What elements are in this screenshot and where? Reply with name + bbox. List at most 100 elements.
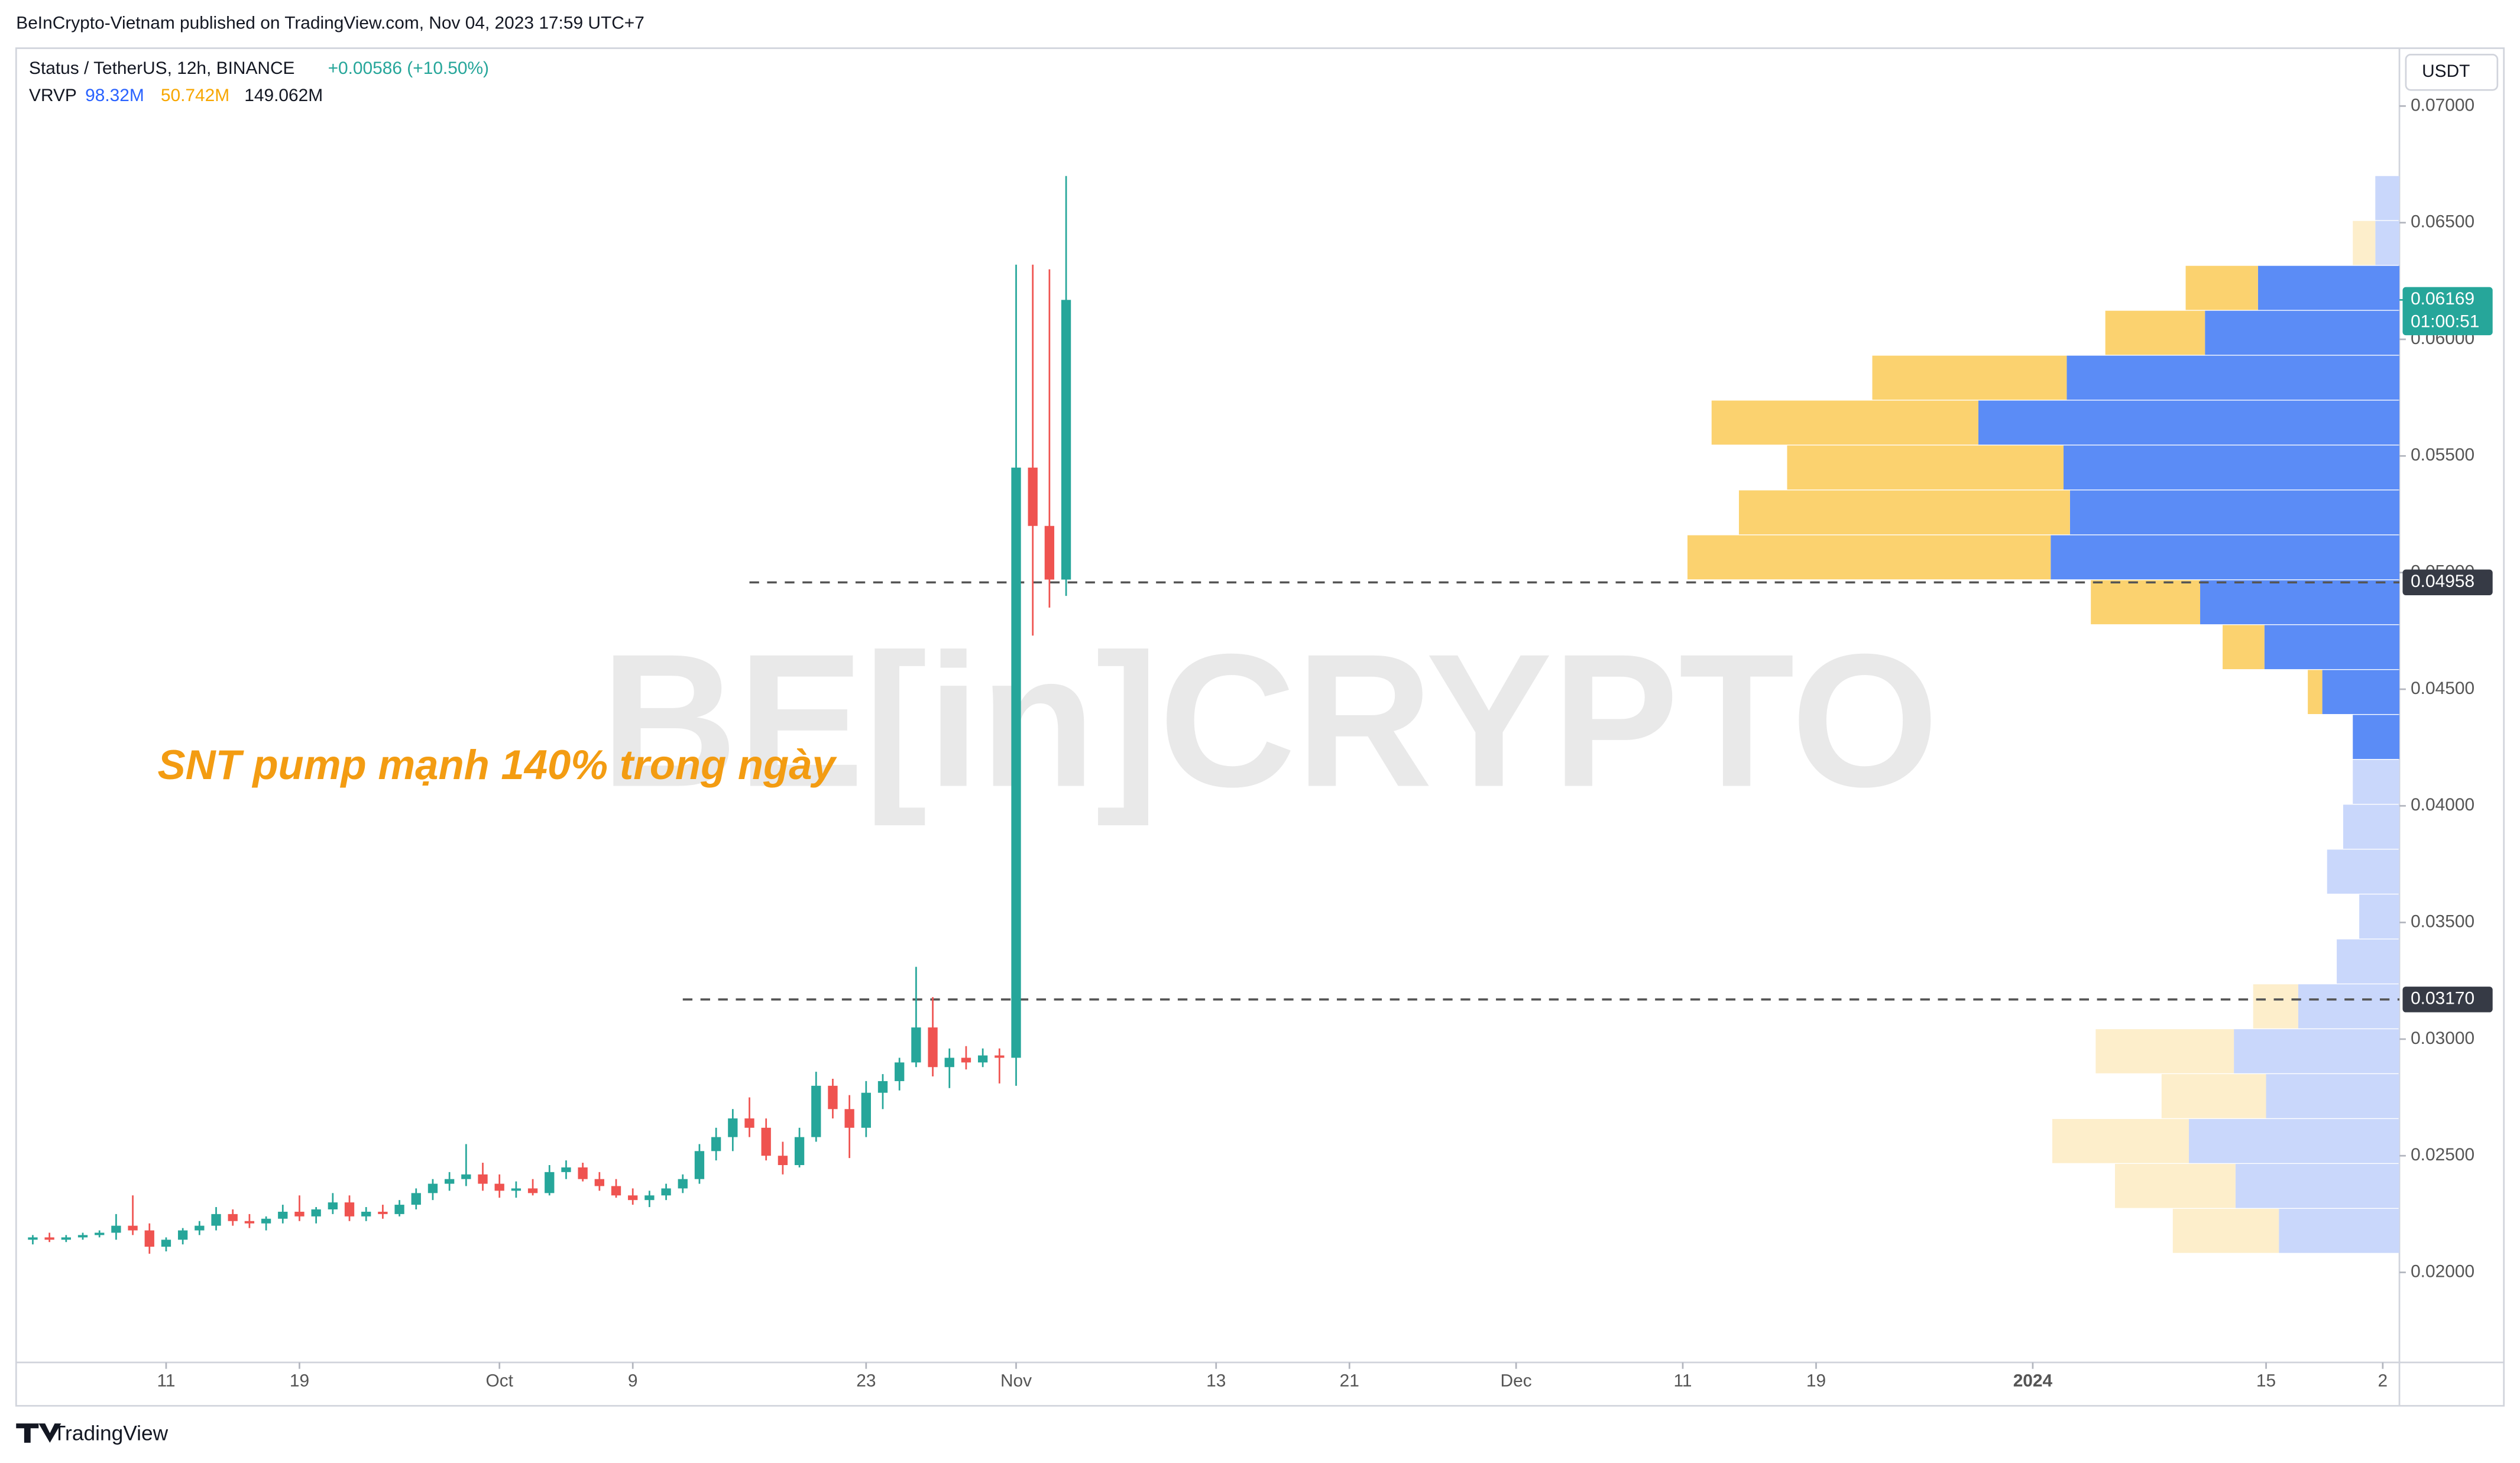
candle-body: [911, 1027, 921, 1063]
y-tick-label: 0.02000: [2411, 1261, 2474, 1281]
candle-body: [461, 1174, 471, 1179]
candle-body: [1044, 525, 1055, 580]
candle-body: [311, 1209, 321, 1217]
volume-down-bar: [2353, 220, 2376, 265]
currency-button[interactable]: [2405, 54, 2499, 91]
x-tick-label: 11: [1673, 1371, 1692, 1390]
volume-down-bar: [2185, 265, 2258, 310]
candle-body: [511, 1188, 522, 1191]
volume-up-bar: [2327, 849, 2400, 894]
candle-body: [478, 1174, 488, 1184]
volume-up-bar: [2279, 1208, 2400, 1253]
candle-body: [744, 1118, 754, 1128]
volume-down-bar: [1711, 400, 1978, 445]
last-price-tag: [2402, 287, 2493, 336]
candle-body: [578, 1167, 588, 1179]
candle-body: [995, 1055, 1005, 1058]
volume-up-bar: [2188, 1119, 2400, 1163]
candle-body: [961, 1057, 971, 1063]
volume-up-bar: [2069, 490, 2400, 535]
volume-down-bar: [2172, 1208, 2279, 1253]
candle-body: [344, 1202, 355, 1217]
volume-down-bar: [2105, 310, 2205, 355]
volume-up-bar: [2205, 310, 2400, 355]
candle-body: [895, 1062, 905, 1081]
candle-body: [61, 1237, 71, 1240]
x-tick-label: 11: [157, 1371, 175, 1390]
candle-body: [394, 1205, 404, 1214]
candle-body: [861, 1092, 871, 1128]
x-tick-label: 15: [2256, 1371, 2276, 1390]
volume-up-bar: [2337, 939, 2400, 984]
candle-body: [228, 1214, 238, 1221]
volume-up-bar: [2200, 580, 2400, 625]
volume-up-bar: [2322, 670, 2400, 715]
price-tag-label: 0.03170: [2411, 989, 2474, 1008]
x-tick-label: Nov: [1000, 1371, 1032, 1390]
annotation: SNT pump mạnh 140% trong ngày: [157, 741, 837, 788]
price-tag: [2402, 569, 2493, 595]
candle-body: [261, 1218, 271, 1224]
currency-label[interactable]: USDT: [2422, 61, 2470, 81]
volume-down-bar: [2161, 1074, 2266, 1118]
volume-up-bar: [2359, 894, 2400, 939]
x-tick-label: 21: [1340, 1371, 1359, 1390]
candle-body: [678, 1179, 688, 1189]
countdown-label: 01:00:51: [2411, 312, 2479, 331]
candle-body: [294, 1211, 305, 1217]
y-tick-label: 0.05500: [2411, 445, 2474, 465]
volume-up-bar: [2257, 265, 2400, 310]
x-tick-label: 2024: [2013, 1371, 2053, 1390]
candle-body: [877, 1081, 888, 1093]
volume-up-bar: [2353, 760, 2400, 804]
volume-down-bar: [2114, 1164, 2236, 1208]
price-tag-label: 0.04958: [2411, 572, 2474, 591]
volume-down-bar: [1687, 535, 2051, 580]
candle-body: [711, 1137, 721, 1151]
candle-body: [944, 1057, 954, 1068]
candle-body: [778, 1156, 788, 1166]
x-tick-label: 13: [1206, 1371, 1226, 1390]
volume-down-bar: [2253, 984, 2298, 1029]
x-tick-label: 19: [1806, 1371, 1826, 1390]
y-tick-label: 0.04500: [2411, 679, 2474, 698]
candle-body: [611, 1186, 621, 1196]
candle-body: [427, 1183, 438, 1193]
candle-body: [328, 1202, 338, 1209]
footer-brand: TradingView: [53, 1422, 169, 1445]
price-change: +0.00586 (+10.50%): [328, 59, 489, 78]
volume-down-bar: [2091, 580, 2201, 625]
x-tick-label: 19: [290, 1371, 309, 1390]
candle-body: [1061, 300, 1071, 580]
tradingview-logo: [16, 1423, 61, 1443]
y-tick-label: 0.03000: [2411, 1029, 2474, 1048]
candle-body: [828, 1085, 838, 1110]
candle-body: [794, 1137, 805, 1166]
candle-body: [977, 1055, 988, 1063]
candle-body: [928, 1027, 938, 1068]
candle-body: [244, 1221, 255, 1224]
volume-down-bar: [1787, 445, 2064, 490]
candle-body: [444, 1179, 455, 1184]
candle-body: [728, 1118, 738, 1137]
y-tick-label: 0.06500: [2411, 212, 2474, 232]
candle-body: [644, 1195, 655, 1201]
candle-body: [811, 1085, 821, 1137]
candle-body: [161, 1240, 171, 1247]
volume-up: 98.32M: [85, 86, 144, 105]
y-tick-label: 0.02500: [2411, 1145, 2474, 1164]
x-tick-label: 2: [2378, 1371, 2388, 1390]
candle-body: [111, 1225, 121, 1233]
candle-body: [128, 1225, 138, 1231]
volume-down-bar: [2052, 1119, 2189, 1163]
y-tick-label: 0.04000: [2411, 795, 2474, 815]
volume-up-bar: [2235, 1164, 2400, 1208]
symbol-info: Status / TetherUS, 12h, BINANCE: [29, 59, 294, 78]
volume-up-bar: [2375, 220, 2400, 265]
watermark: BE[in]CRYPTO: [601, 615, 1939, 828]
candle-body: [561, 1167, 571, 1172]
volume-up-bar: [2234, 1029, 2400, 1073]
candle-body: [177, 1230, 188, 1240]
